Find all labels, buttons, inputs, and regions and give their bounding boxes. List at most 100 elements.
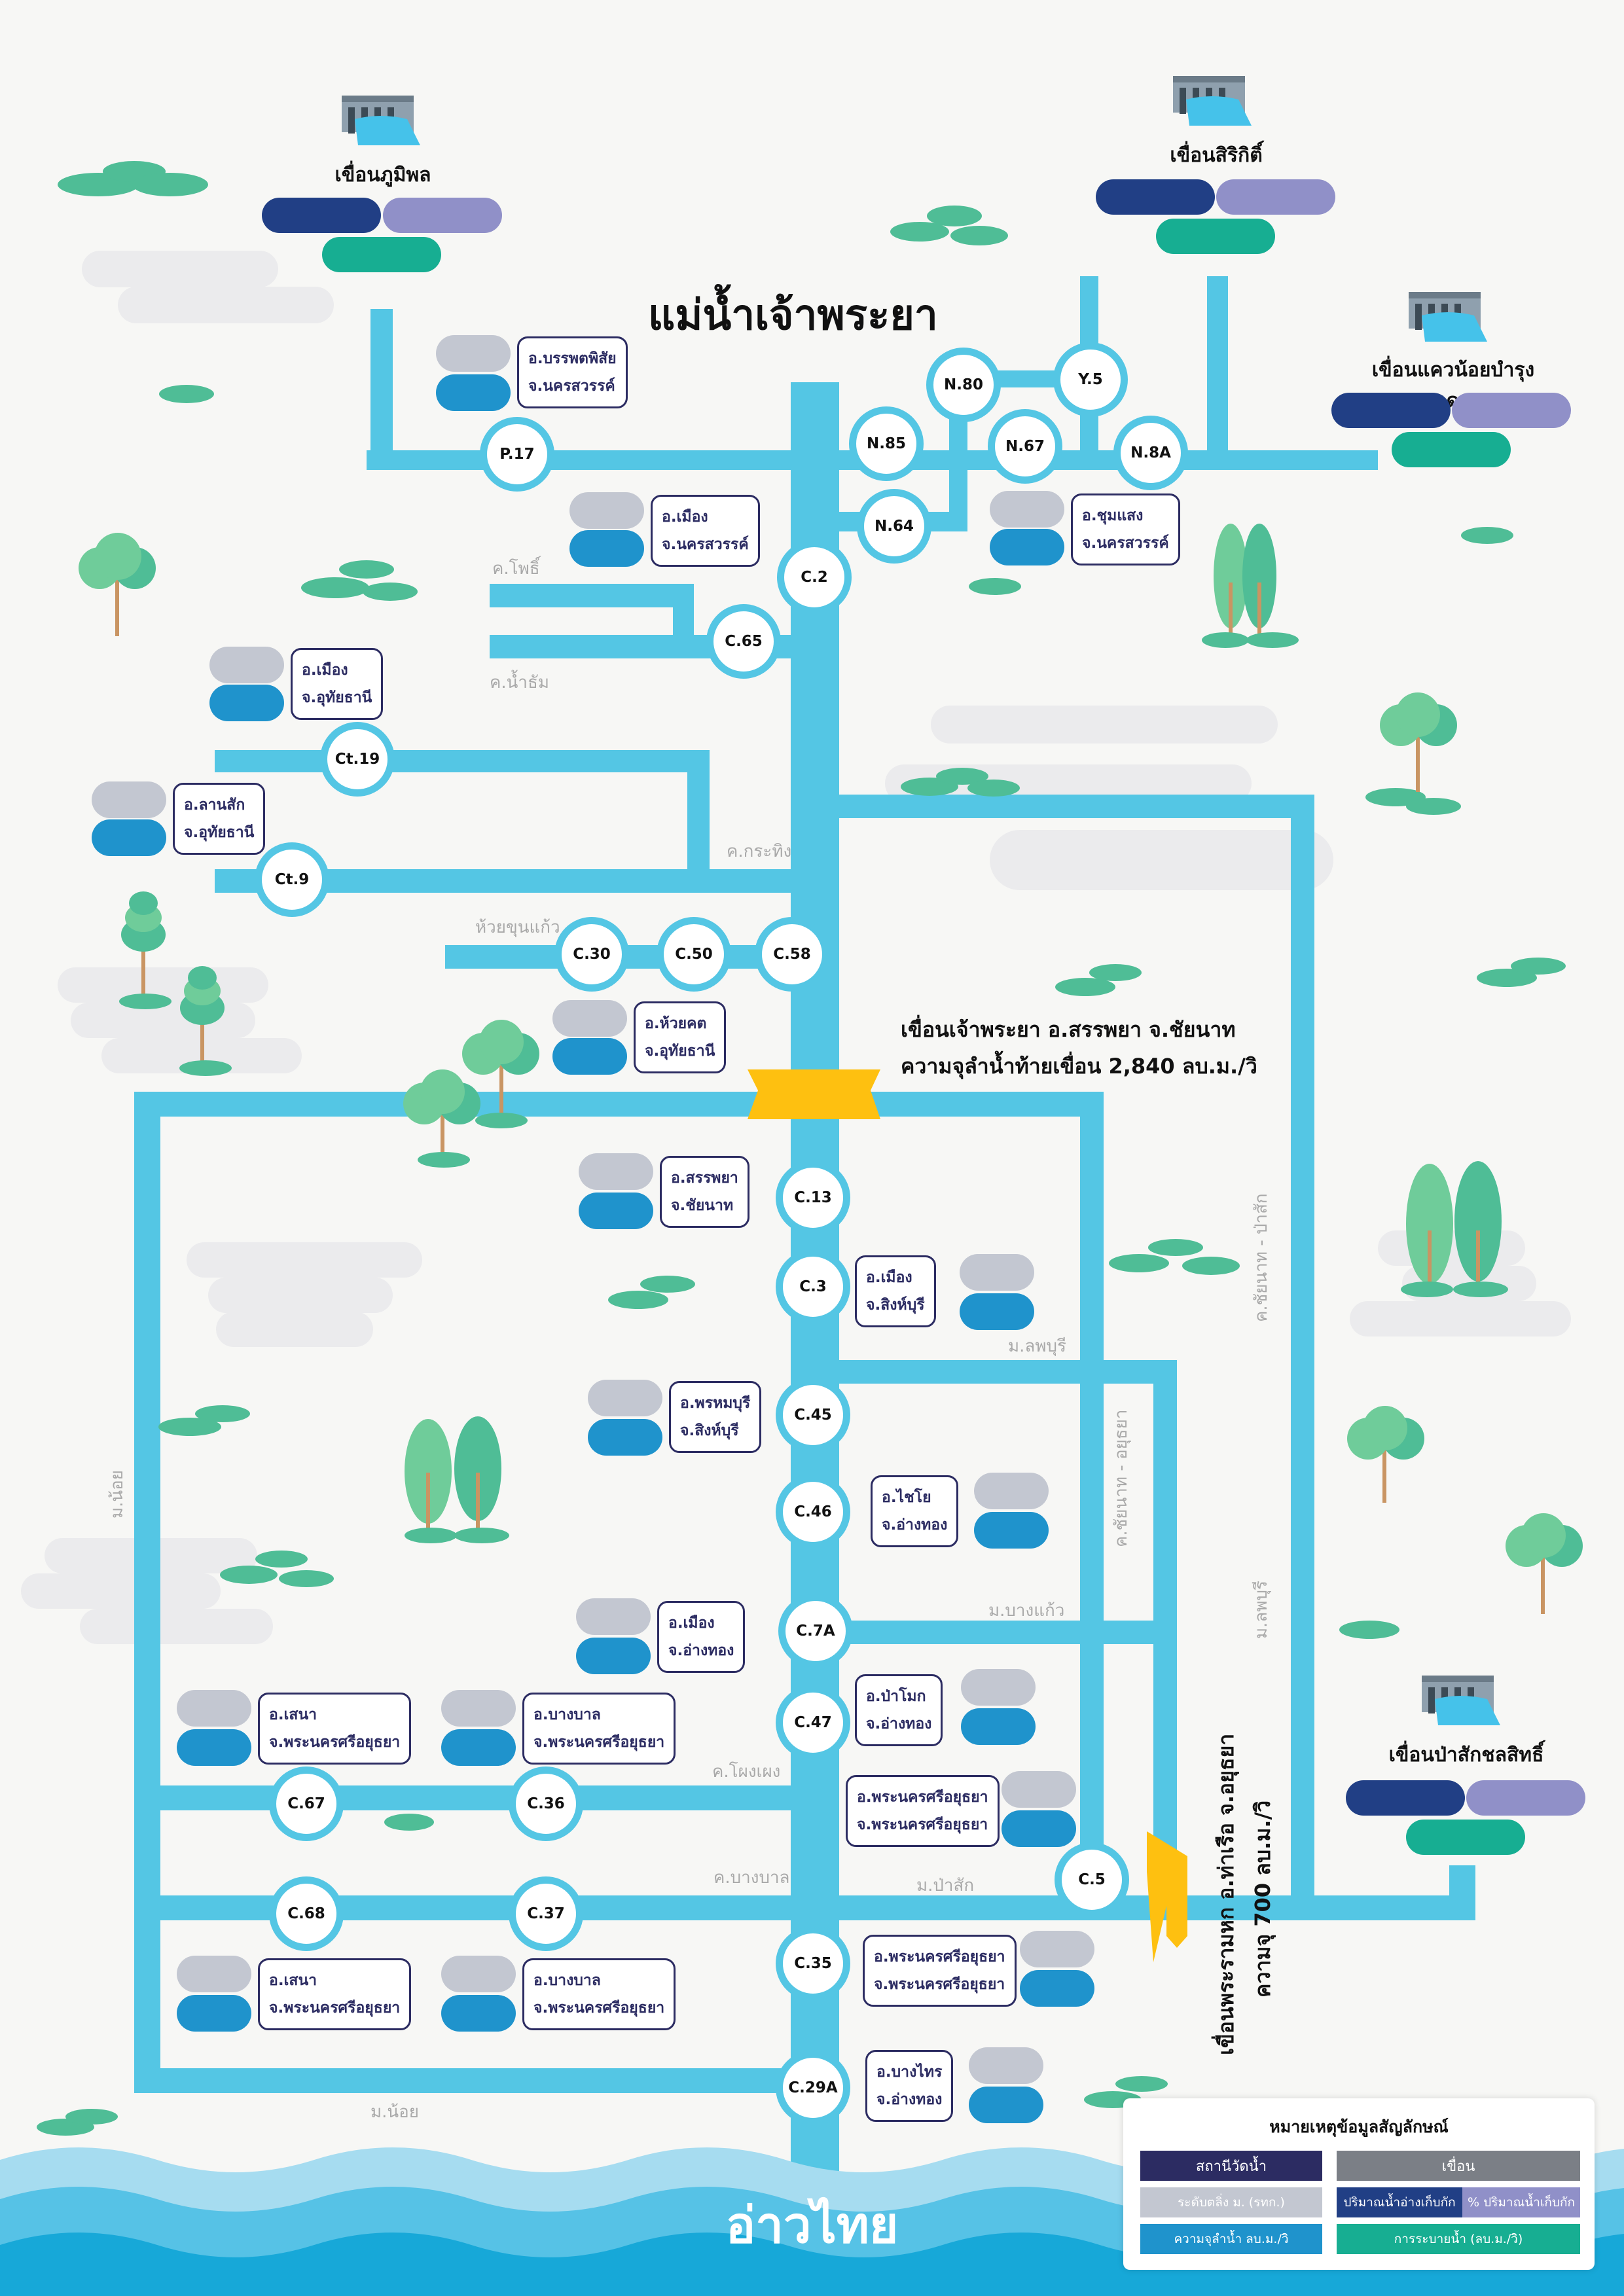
station-c35[interactable]: C.35 [776, 1926, 850, 2001]
station-c67[interactable]: C.67 [269, 1767, 344, 1841]
location-label-c47: อ.ป่าโมก จ.อ่างทอง [855, 1674, 943, 1746]
station-c5[interactable]: C.5 [1055, 1842, 1129, 1917]
flow-pill[interactable] [576, 1638, 651, 1674]
station-c30[interactable]: C.30 [554, 917, 629, 992]
chao-phraya-barrage-name: เขื่อนเจ้าพระยา อ.สรรพยา จ.ชัยนาท [901, 1017, 1236, 1042]
level-pill[interactable] [552, 1000, 627, 1037]
flow-pill[interactable] [569, 530, 644, 567]
flow-pill[interactable] [1020, 1970, 1094, 2007]
level-pill[interactable] [990, 491, 1064, 528]
level-pill[interactable] [1020, 1931, 1094, 1967]
level-pill[interactable] [569, 492, 644, 529]
station-c7a[interactable]: C.7A [778, 1594, 853, 1668]
level-pill[interactable] [588, 1380, 662, 1416]
location-label-c3: อ.เมือง จ.สิงห์บุรี [855, 1255, 936, 1327]
level-pill[interactable] [576, 1598, 651, 1635]
station-p17[interactable]: P.17 [480, 417, 554, 492]
rama6-barrage-capacity: ความจุ 700 ลบ.ม./วิ [1250, 1800, 1275, 1998]
flow-pill[interactable] [969, 2087, 1043, 2123]
dam-storage-pill[interactable] [262, 198, 381, 233]
river-label: ค.น้ำธัม [490, 673, 550, 692]
dam-storage-pill[interactable] [1331, 393, 1451, 428]
tree [79, 533, 156, 636]
clouds [21, 251, 1571, 1644]
flow-pill[interactable] [588, 1419, 662, 1456]
level-pill[interactable] [969, 2047, 1043, 2084]
level-pill[interactable] [961, 1669, 1036, 1706]
station-ct19[interactable]: Ct.19 [320, 722, 395, 797]
location-label-p17: อ.บรรพตพิสัย จ.นครสวรรค์ [517, 336, 628, 408]
station-n67[interactable]: N.67 [988, 409, 1062, 484]
flow-pill[interactable] [441, 1729, 516, 1766]
dam-icon [1422, 1676, 1500, 1725]
station-c13[interactable]: C.13 [776, 1160, 850, 1235]
station-c36[interactable]: C.36 [509, 1767, 583, 1841]
level-pill[interactable] [579, 1153, 653, 1190]
dam-release-pill[interactable] [1156, 219, 1275, 254]
station-c45[interactable]: C.45 [776, 1378, 850, 1452]
level-pill[interactable] [209, 647, 284, 683]
station-c68[interactable]: C.68 [269, 1876, 344, 1951]
dam-storage-pct-pill[interactable] [1466, 1780, 1585, 1816]
level-pill[interactable] [441, 1690, 516, 1727]
flow-pill[interactable] [579, 1193, 653, 1229]
level-pill[interactable] [177, 1956, 251, 1992]
level-pill[interactable] [441, 1956, 516, 1992]
river-label: ม.ป่าสัก [916, 1876, 975, 1895]
tree [1347, 1406, 1424, 1503]
flow-pill[interactable] [1001, 1810, 1076, 1847]
dam-storage-pct-pill[interactable] [383, 198, 502, 233]
dam-storage-pill[interactable] [1096, 179, 1215, 215]
station-n85[interactable]: N.85 [849, 406, 924, 481]
location-label-ct9: อ.ลานสัก จ.อุทัยธานี [173, 783, 266, 855]
flow-pill[interactable] [441, 1995, 516, 2032]
dam-name-pasak: เขื่อนป่าสักชลสิทธิ์ [1388, 1744, 1544, 1767]
station-c29a[interactable]: C.29A [776, 2051, 850, 2125]
station-n64[interactable]: N.64 [857, 489, 931, 564]
flow-pill[interactable] [92, 819, 166, 856]
location-label-c7a: อ.เมือง จ.อ่างทอง [657, 1601, 746, 1673]
river-label: ค.กระทิง [727, 842, 792, 861]
dam-release-pill[interactable] [1406, 1820, 1525, 1855]
dam-storage-pct-pill[interactable] [1216, 179, 1335, 215]
level-pill[interactable] [177, 1690, 251, 1727]
station-y5[interactable]: Y.5 [1053, 342, 1128, 417]
legend-title: หมายเหตุข้อมูลสัญลักษณ์ [1269, 2117, 1449, 2136]
level-pill[interactable] [960, 1254, 1034, 1291]
station-c47[interactable]: C.47 [776, 1685, 850, 1760]
station-c46[interactable]: C.46 [776, 1475, 850, 1549]
dam-storage-pill[interactable] [1346, 1780, 1465, 1816]
dam-storage-pct-pill[interactable] [1452, 393, 1571, 428]
level-pill[interactable] [436, 335, 511, 372]
station-ct9[interactable]: Ct.9 [255, 842, 329, 917]
dam-name-sirikit: เขื่อนสิริกิติ์ [1170, 144, 1263, 167]
legend-flow: ความจุลำน้ำ ลบ.ม./วิ [1140, 2224, 1322, 2254]
tree [1380, 692, 1457, 792]
station-n8a[interactable]: N.8A [1113, 416, 1188, 490]
flow-pill[interactable] [990, 529, 1064, 565]
flow-pill[interactable] [436, 374, 511, 411]
flow-pill[interactable] [177, 1729, 251, 1766]
station-c58[interactable]: C.58 [755, 917, 829, 992]
flow-pill[interactable] [177, 1995, 251, 2032]
rama6-barrage-icon [1147, 1831, 1187, 1962]
dam-release-pill[interactable] [322, 237, 441, 272]
station-c37[interactable]: C.37 [509, 1876, 583, 1951]
level-pill[interactable] [92, 781, 166, 818]
station-n80[interactable]: N.80 [926, 348, 1001, 422]
flow-pill[interactable] [960, 1293, 1034, 1330]
level-pill[interactable] [1001, 1771, 1076, 1808]
location-label-c58: อ.ห้วยคต จ.อุทัยธานี [634, 1001, 727, 1073]
level-pill[interactable] [974, 1473, 1049, 1509]
tree [462, 1020, 539, 1128]
flow-pill[interactable] [552, 1038, 627, 1075]
station-c3[interactable]: C.3 [776, 1249, 850, 1324]
dam-release-pill[interactable] [1392, 432, 1511, 467]
station-c65[interactable]: C.65 [706, 604, 781, 679]
station-c50[interactable]: C.50 [657, 917, 731, 992]
flow-pill[interactable] [974, 1512, 1049, 1549]
flow-pill[interactable] [961, 1708, 1036, 1745]
station-c2[interactable]: C.2 [777, 540, 852, 615]
location-label-c35: อ.พระนครศรีอยุธยา จ.พระนครศรีอยุธยา [863, 1935, 1017, 2007]
flow-pill[interactable] [209, 685, 284, 721]
